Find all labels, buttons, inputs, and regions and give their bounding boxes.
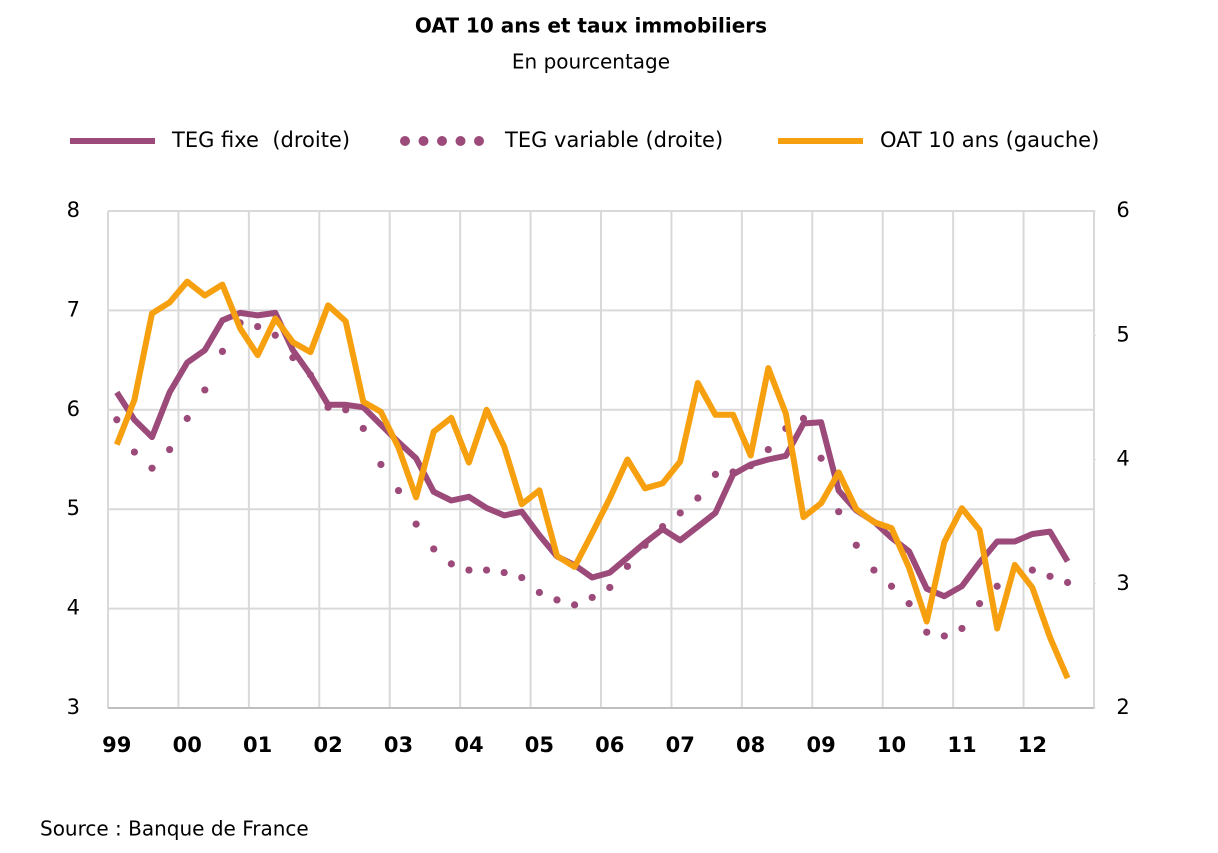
- line-dot: [694, 494, 702, 502]
- x-tick-label: 11: [947, 733, 976, 757]
- y2-tick-label: 6: [1116, 198, 1129, 222]
- series-line: [114, 278, 1071, 680]
- x-tick-label: 06: [595, 733, 624, 757]
- legend-label: OAT 10 ans (gauche): [880, 128, 1099, 152]
- line-dot: [359, 424, 367, 433]
- line-dot: [148, 464, 156, 472]
- line-dot: [183, 414, 191, 423]
- y2-tick-label: 4: [1116, 447, 1129, 471]
- x-tick-label: 01: [243, 733, 272, 757]
- y-tick-label: 5: [67, 496, 80, 520]
- y2-tick-label: 3: [1116, 571, 1129, 595]
- line-dot: [218, 347, 227, 356]
- series-line: [114, 309, 1071, 600]
- y-tick-label: 8: [67, 198, 80, 222]
- line-dot: [324, 403, 332, 411]
- line-dot: [447, 560, 455, 568]
- line-dot: [130, 448, 139, 456]
- legend-dot: [455, 136, 466, 146]
- line-dot: [623, 562, 632, 570]
- line-dot: [570, 601, 579, 609]
- x-tick-label: 00: [173, 733, 202, 757]
- line-dot: [659, 522, 667, 531]
- legend-label: TEG fixe (droite): [171, 128, 350, 152]
- source: Source : Banque de France: [40, 817, 309, 841]
- legend-dot: [437, 136, 447, 146]
- line-dot: [817, 454, 825, 462]
- x-tick-label: 10: [877, 733, 906, 757]
- line-dot: [887, 582, 896, 590]
- line-dot: [852, 541, 860, 549]
- y-tick-label: 3: [67, 695, 80, 719]
- line-dot: [993, 582, 1001, 590]
- line-dot: [1028, 566, 1036, 574]
- line-dot: [254, 322, 262, 331]
- y2-tick-label: 2: [1116, 695, 1129, 719]
- y-tick-label: 4: [67, 596, 80, 620]
- y2-tick-label: 5: [1116, 322, 1129, 346]
- line-dot: [201, 386, 209, 394]
- line-dot: [676, 509, 684, 517]
- chart-title: OAT 10 ans et taux immobiliers: [415, 14, 767, 38]
- line-dot: [975, 600, 984, 608]
- legend-dot: [418, 136, 429, 146]
- x-tick-label: 04: [454, 733, 483, 757]
- line-dot: [923, 628, 931, 636]
- line-dot: [166, 445, 174, 454]
- y-tick-label: 6: [67, 397, 80, 421]
- line-dot: [905, 600, 913, 608]
- x-tick-label: 08: [736, 733, 765, 757]
- line-dot: [306, 371, 315, 379]
- line-dot: [500, 568, 508, 577]
- x-tick-label: 05: [525, 733, 554, 757]
- x-tick-label: 12: [1018, 733, 1047, 757]
- x-tick-label: 02: [313, 733, 342, 757]
- y-tick-label: 7: [67, 297, 80, 321]
- legend-dot: [400, 136, 410, 146]
- line-dot: [940, 632, 948, 640]
- line-dot: [711, 470, 720, 479]
- line-dot: [870, 566, 878, 574]
- line-dot: [412, 520, 420, 528]
- line-dot: [764, 445, 772, 454]
- line-dot: [482, 566, 491, 574]
- line-dot: [1063, 578, 1072, 587]
- legend-dot: [474, 136, 484, 146]
- line-dot: [394, 486, 403, 495]
- x-tick-label: 09: [806, 733, 835, 757]
- line-dot: [729, 468, 737, 476]
- line-dot: [518, 573, 526, 582]
- legend-label: TEG variable (droite): [504, 128, 723, 152]
- x-tick-label: 99: [102, 733, 131, 757]
- line-dot: [1046, 572, 1054, 580]
- line-dot: [535, 588, 543, 597]
- line-dot: [377, 460, 385, 469]
- line-dot: [588, 593, 596, 602]
- line-dot: [465, 566, 473, 574]
- line-dot: [113, 416, 121, 424]
- line-dot: [747, 462, 755, 470]
- line-dot: [835, 508, 843, 516]
- line-dot: [553, 596, 561, 604]
- line-dot: [271, 331, 279, 339]
- line-dot: [958, 624, 966, 633]
- x-tick-label: 07: [666, 733, 695, 757]
- chart-subtitle: En pourcentage: [512, 50, 670, 74]
- line-dot: [289, 354, 297, 362]
- line-dot: [606, 583, 614, 592]
- line-dot: [430, 545, 438, 553]
- line-dot: [641, 541, 649, 549]
- x-tick-label: 03: [384, 733, 413, 757]
- line-dot: [799, 414, 808, 423]
- line-dot: [342, 406, 350, 414]
